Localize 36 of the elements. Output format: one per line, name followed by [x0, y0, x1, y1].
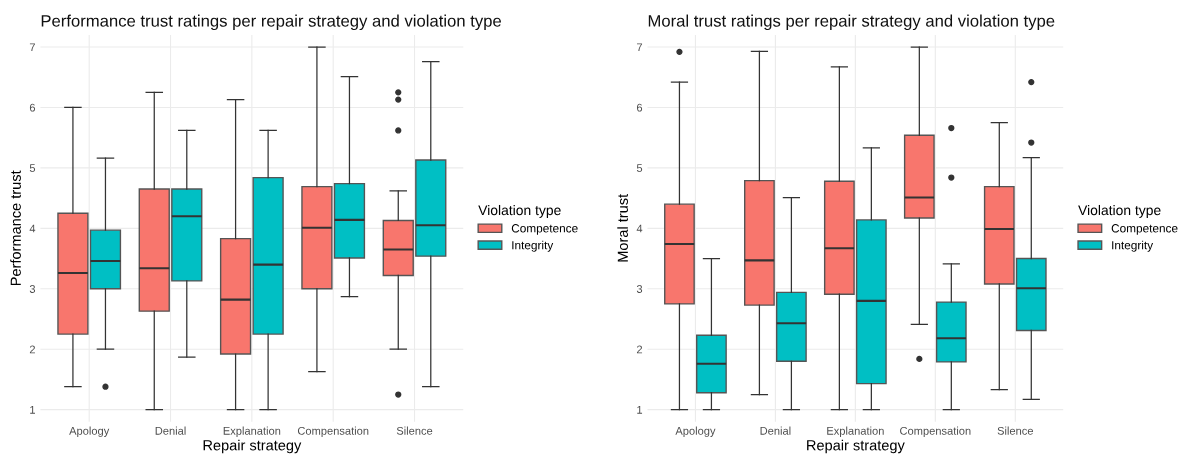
legend-label: Integrity: [1112, 240, 1154, 252]
y-tick-label: 7: [29, 43, 35, 52]
chart-title: Performance trust ratings per repair strategy and violation type: [41, 14, 501, 31]
y-tick-label: 5: [29, 164, 36, 173]
x-tick-label: Apology: [69, 426, 110, 437]
y-tick-label: 4: [29, 224, 36, 233]
y-tick-label: 6: [636, 103, 643, 112]
y-tick-label: 1: [30, 406, 35, 414]
y-tick-label: 2: [29, 345, 35, 354]
y-axis-title: Performance trust: [10, 170, 21, 286]
y-tick-label: 3: [29, 285, 36, 293]
y-axis-title: Moral trust: [617, 194, 628, 262]
x-tick-label: Denial: [155, 426, 186, 435]
x-tick-label: Explanation: [223, 426, 281, 437]
chart-title: Moral trust ratings per repair strategy and violation type: [648, 14, 1055, 31]
legend-label: Competence: [1111, 224, 1178, 235]
x-tick-label: Explanation: [827, 426, 884, 437]
x-axis-title: Repair strategy: [203, 439, 302, 454]
legend-title: Violation type: [478, 204, 561, 218]
y-tick-label: 3: [636, 285, 643, 293]
y-tick-label: 7: [636, 43, 643, 52]
y-tick-label: 4: [636, 224, 643, 233]
legend-title: Violation type: [1078, 204, 1161, 218]
x-tick-label: Denial: [760, 426, 791, 435]
y-tick-label: 5: [636, 164, 643, 173]
x-tick-label: Silence: [997, 426, 1034, 435]
legend-label: Integrity: [512, 240, 554, 252]
x-tick-label: Compensation: [900, 426, 971, 437]
x-tick-label: Apology: [675, 426, 716, 437]
x-tick-label: Compensation: [297, 426, 369, 437]
y-tick-label: 6: [29, 103, 36, 112]
x-axis-title: Repair strategy: [807, 439, 905, 454]
y-tick-label: 1: [637, 406, 643, 414]
y-tick-label: 2: [636, 345, 643, 354]
legend-label: Competence: [511, 224, 578, 235]
x-tick-label: Silence: [396, 426, 433, 435]
